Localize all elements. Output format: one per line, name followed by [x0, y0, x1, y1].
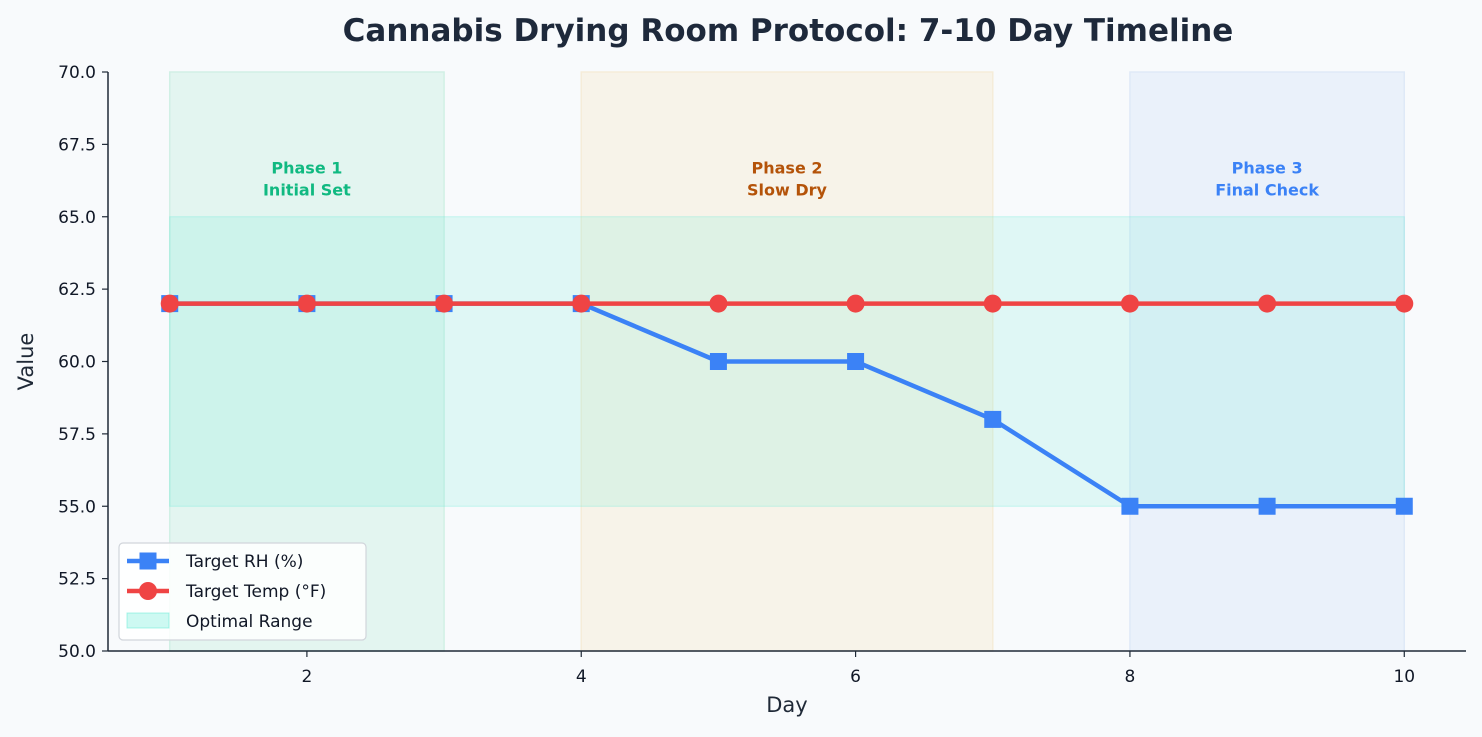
rh-point — [1258, 497, 1276, 515]
phase-2-title: Phase 2 — [752, 158, 823, 177]
legend-label-2: Target Temp (°F) — [185, 582, 326, 602]
x-tick-label: 4 — [576, 667, 587, 687]
y-axis-label: Value — [14, 333, 38, 391]
x-tick-label: 8 — [1125, 667, 1136, 687]
temp-point — [160, 294, 179, 313]
phase-1-title: Phase 1 — [271, 158, 342, 177]
rh-point — [984, 410, 1002, 428]
y-tick-label: 62.5 — [58, 280, 96, 300]
y-tick-label: 65.0 — [58, 208, 96, 228]
rh-point — [1395, 497, 1413, 515]
temp-point — [1258, 294, 1277, 313]
legend: Target RH (%) Target Temp (°F) Optimal Ran… — [118, 542, 367, 641]
phase-1-subtitle: Initial Set — [263, 180, 351, 199]
rh-point — [847, 353, 865, 370]
temp-point — [1395, 294, 1414, 313]
legend-label-1: Target RH (%) — [185, 552, 303, 572]
y-tick-label: 52.5 — [58, 570, 96, 590]
temp-point — [709, 294, 728, 313]
legend-box — [118, 542, 367, 641]
y-tick-label: 50.0 — [58, 642, 96, 662]
x-tick-label: 6 — [850, 667, 861, 687]
y-tick-label: 70.0 — [58, 63, 96, 83]
legend-marker-rh — [139, 552, 157, 570]
y-tick-label: 55.0 — [58, 497, 96, 517]
x-axis-label: Day — [766, 693, 807, 717]
y-tick-label: 60.0 — [58, 353, 96, 373]
phase-2-subtitle: Slow Dry — [747, 180, 828, 199]
temp-point — [1120, 294, 1139, 313]
legend-swatch-optimal — [126, 612, 170, 629]
rh-point — [1121, 497, 1139, 515]
rh-point — [709, 353, 727, 370]
legend-label-3: Optimal Range — [186, 612, 313, 632]
phase-3-title: Phase 3 — [1232, 158, 1303, 177]
temp-point — [846, 294, 865, 313]
temp-point — [297, 294, 316, 313]
temp-point — [572, 294, 591, 313]
phase-3-subtitle: Final Check — [1215, 180, 1319, 199]
temp-point — [983, 294, 1002, 313]
x-tick-label: 2 — [301, 667, 312, 687]
y-tick-label: 57.5 — [58, 425, 96, 445]
x-tick-label: 10 — [1393, 667, 1415, 687]
chart-title: Cannabis Drying Room Protocol: 7-10 Day … — [343, 13, 1234, 49]
legend-marker-temp — [139, 582, 157, 600]
phase-band-3 — [1129, 71, 1406, 652]
y-tick-label: 67.5 — [58, 135, 96, 155]
temp-point — [435, 294, 454, 313]
